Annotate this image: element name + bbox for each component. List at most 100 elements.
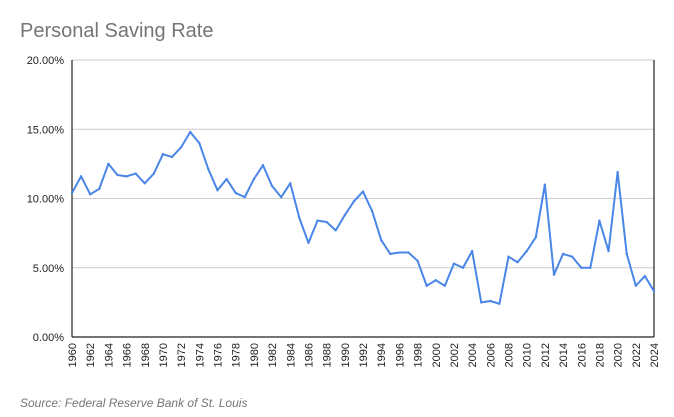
data-point [425,284,428,287]
x-tick-label: 1992 [358,343,370,367]
data-point [261,164,265,167]
data-point [498,302,501,305]
x-tick-label: 1974 [194,343,206,367]
data-point [616,170,619,174]
data-point [625,252,628,256]
x-tick-label: 1996 [394,343,406,367]
data-point [252,177,256,181]
data-point [589,266,592,269]
x-tick-label: 2020 [613,343,625,367]
x-tick-label: 2008 [504,343,516,367]
data-point [343,213,347,217]
data-point [143,182,146,185]
x-tick-label: 2018 [594,343,606,367]
x-tick-label: 1960 [67,343,79,367]
data-point [607,249,610,253]
data-point [325,220,328,224]
x-tick-label: 1972 [176,343,188,367]
x-tick-label: 1986 [303,343,315,367]
x-tick-label: 2002 [449,343,461,367]
x-tick-label: 2006 [485,343,497,367]
x-tick-label: 2012 [540,343,552,367]
data-point [179,146,183,149]
data-point [652,290,656,293]
data-point [407,251,410,254]
data-point [598,219,601,222]
data-point [298,216,301,220]
data-point [98,187,101,191]
data-point [316,219,319,222]
x-tick-label: 2014 [558,343,570,367]
x-tick-label: 1964 [103,343,115,367]
data-point [443,284,447,287]
x-tick-label: 2010 [522,343,534,367]
data-point [525,249,528,253]
y-tick-label: 5.00% [33,263,64,275]
x-tick-label: 1968 [140,343,152,367]
data-point [234,191,237,195]
y-tick-label: 15.00% [27,124,65,136]
data-point [461,266,465,269]
data-point [634,284,638,287]
data-point [70,191,74,195]
x-tick-label: 2022 [631,343,643,367]
data-point [170,155,174,159]
data-point [243,195,246,199]
data-point [334,229,337,232]
x-tick-label: 2016 [576,343,588,367]
series-group [70,130,656,305]
data-point [507,255,510,258]
x-tick-labels: 1960 1962 1964 1966 1968 1970 1972 1974 1976 1978… [67,343,661,367]
data-point [361,190,365,193]
x-tick-label: 1988 [322,343,334,367]
data-point [225,177,228,181]
series-line [71,131,655,305]
data-point [198,141,201,145]
data-point [207,168,210,171]
x-tick-label: 1994 [376,343,388,367]
y-tick-label: 20.00% [27,55,65,67]
data-point [279,195,283,199]
x-tick-label: 1980 [249,343,261,367]
data-point [270,184,274,188]
data-point [434,279,437,282]
data-point [116,173,119,177]
x-tick-label: 1978 [231,343,243,367]
data-point [543,183,547,186]
data-point [79,175,83,178]
data-point [398,251,401,254]
x-tick-label: 2004 [467,343,479,367]
x-tick-label: 1962 [85,343,97,367]
x-tick-label: 2024 [649,343,661,367]
y-tick-label: 10.00% [27,194,65,206]
data-point [452,262,456,265]
data-point [189,130,192,134]
data-point [489,299,492,303]
data-point [389,252,392,256]
data-point [125,175,128,178]
data-point [561,252,565,256]
data-point [107,162,110,166]
x-tick-label: 1984 [285,343,297,367]
data-point [580,266,583,269]
data-point [552,273,556,276]
data-point [134,172,137,175]
x-tick-label: 1970 [158,343,170,367]
chart-title: Personal Saving Rate [20,20,214,42]
x-tick-label: 1998 [413,343,425,367]
data-point [88,193,92,196]
x-tick-label: 1982 [267,343,279,367]
x-tick-label: 1990 [340,343,352,367]
data-point [289,182,292,185]
y-tick-labels: 0.00% 5.00% 10.00% 15.00% 20.00% [27,55,65,344]
source-note: Source: Federal Reserve Bank of St. Loui… [20,396,248,410]
data-point [370,209,374,213]
data-point [216,188,219,192]
data-point [352,200,356,203]
data-point [379,238,383,242]
data-point [161,152,165,156]
data-point [643,274,647,278]
y-tick-label: 0.00% [33,332,64,344]
data-point [416,259,419,263]
